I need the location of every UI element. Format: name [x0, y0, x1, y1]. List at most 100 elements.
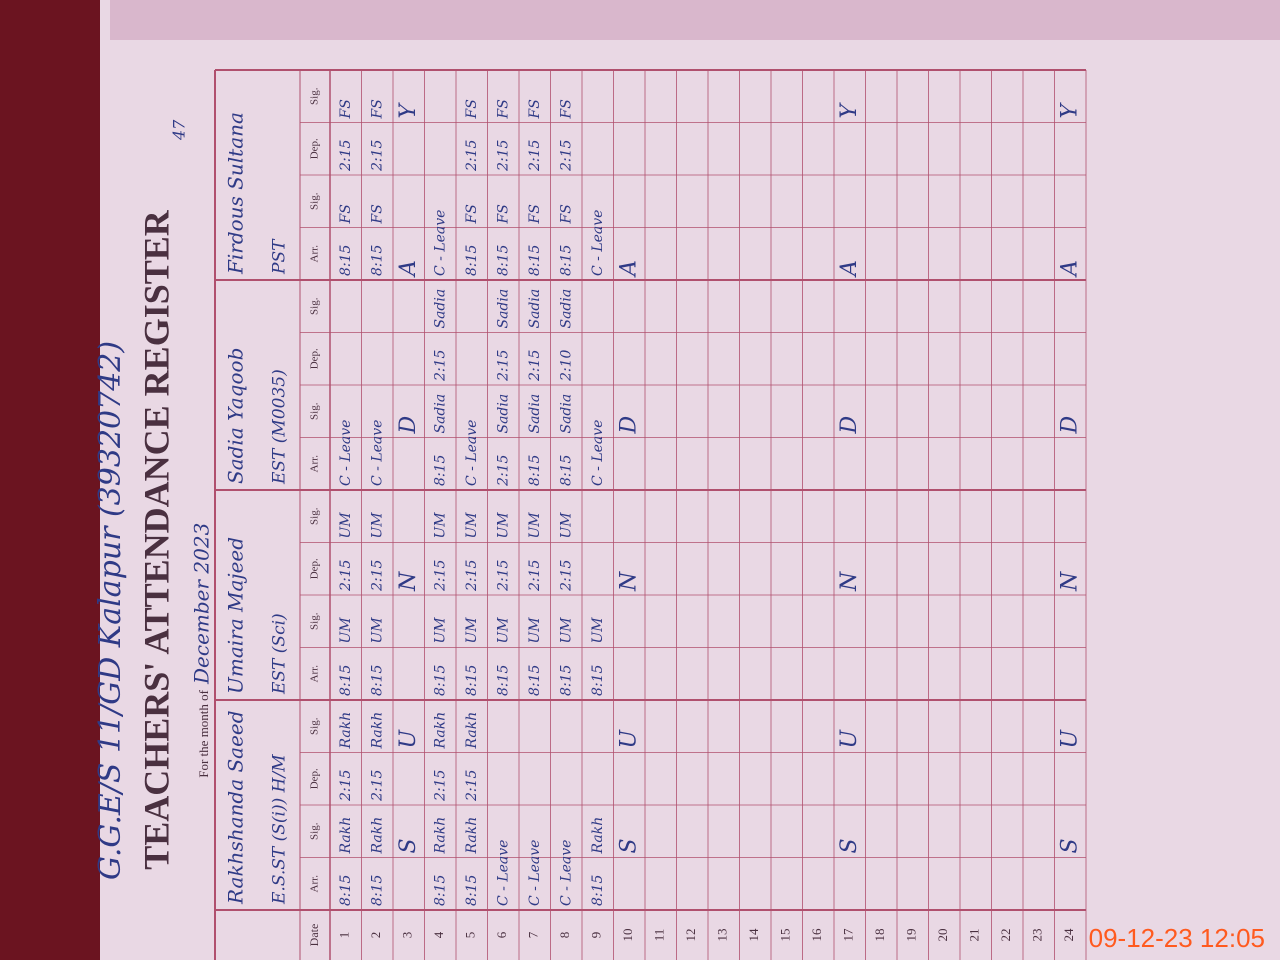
cell-entry: C - Leave: [558, 840, 574, 906]
column-header: Sig.: [309, 717, 321, 735]
cell-entry: UM: [495, 512, 511, 539]
date: 24: [1061, 928, 1076, 942]
date: 6: [494, 931, 509, 938]
month-label: For the month of: [196, 689, 211, 777]
cell-entry: Sadia: [527, 394, 543, 434]
cell-entry: D: [616, 416, 641, 435]
cell-entry: 8:15: [495, 244, 511, 276]
cell-entry: 2:15: [464, 139, 480, 172]
cell-entry: UM: [558, 617, 574, 644]
cell-entry: 8:15: [369, 244, 385, 276]
teacher-name: Umaira Majeed: [224, 537, 248, 694]
cell-entry: 2:15: [495, 139, 511, 172]
register-title: TEACHERS' ATTENDANCE REGISTER: [136, 209, 176, 869]
cell-entry: 2:15: [369, 769, 385, 802]
cell-entry: 8:15: [369, 874, 385, 906]
cell-entry: 8:15: [558, 664, 574, 696]
date: 12: [683, 929, 698, 942]
cell-entry: C - Leave: [527, 840, 543, 906]
cell-entry: Y: [1057, 102, 1082, 119]
cell-entry: S: [1057, 838, 1082, 853]
cell-entry: 2:15: [338, 769, 354, 802]
column-header: Arr.: [309, 245, 321, 263]
cell-entry: Rakh: [464, 817, 480, 855]
cell-entry: N: [616, 571, 641, 592]
column-header: Arr.: [309, 665, 321, 683]
school-name: G.G.E/S 11/GD Kalapur (39320742): [93, 341, 128, 880]
date: 4: [431, 931, 446, 938]
cell-entry: S: [396, 838, 421, 853]
cell-entry: 2:15: [432, 349, 448, 382]
cell-entry: 2:15: [527, 349, 543, 382]
cell-entry: S: [616, 838, 641, 853]
cell-entry: 8:15: [527, 664, 543, 696]
column-header: Dep.: [309, 768, 321, 789]
cell-entry: FS: [464, 204, 480, 224]
date: 14: [746, 928, 761, 942]
column-header: Sig.: [309, 297, 321, 315]
column-header: Sig.: [309, 192, 321, 210]
cell-entry: C - Leave: [432, 210, 448, 276]
cell-entry: UM: [590, 617, 606, 644]
cell-entry: Y: [837, 102, 862, 119]
date: 5: [463, 932, 478, 939]
cell-entry: 2:15: [432, 769, 448, 802]
cell-entry: N: [396, 571, 421, 592]
cell-entry: Rakh: [464, 712, 480, 750]
cell-entry: FS: [495, 99, 511, 119]
cell-entry: UM: [369, 512, 385, 539]
cell-entry: UM: [527, 617, 543, 644]
cell-entry: FS: [338, 99, 354, 119]
designation: PST: [270, 238, 290, 275]
date: 16: [809, 928, 824, 942]
date: 11: [652, 929, 667, 942]
cell-entry: FS: [495, 204, 511, 224]
register-page: [100, 0, 1280, 960]
cell-entry: 2:15: [464, 559, 480, 592]
cell-entry: 8:15: [558, 454, 574, 486]
cell-entry: 2:15: [338, 559, 354, 592]
date: 22: [998, 929, 1013, 942]
cell-entry: Rakh: [338, 817, 354, 855]
cell-entry: UM: [495, 617, 511, 644]
cell-entry: U: [837, 729, 862, 749]
cell-entry: 8:15: [338, 874, 354, 906]
designation: EST (M0035): [270, 369, 290, 485]
cell-entry: C - Leave: [369, 420, 385, 486]
column-header: Sig.: [309, 507, 321, 525]
cell-entry: Sadia: [558, 289, 574, 329]
cell-entry: 8:15: [558, 244, 574, 276]
cell-entry: FS: [369, 204, 385, 224]
cell-entry: D: [396, 416, 421, 435]
cell-entry: Rakh: [369, 712, 385, 750]
cell-entry: FS: [558, 99, 574, 119]
cell-entry: 8:15: [432, 664, 448, 696]
cell-entry: 2:15: [338, 139, 354, 172]
cell-entry: 2:15: [558, 559, 574, 592]
date: 19: [904, 929, 919, 942]
cell-entry: UM: [338, 512, 354, 539]
cell-entry: A: [837, 260, 862, 278]
cell-entry: UM: [558, 512, 574, 539]
cell-entry: C - Leave: [590, 210, 606, 276]
date: 23: [1030, 929, 1045, 942]
cell-entry: 8:15: [369, 664, 385, 696]
cell-entry: 8:15: [495, 664, 511, 696]
cell-entry: 2:15: [432, 559, 448, 592]
date: 8: [557, 932, 572, 939]
cell-entry: C - Leave: [338, 420, 354, 486]
cell-entry: C - Leave: [495, 840, 511, 906]
cell-entry: UM: [432, 512, 448, 539]
cell-entry: FS: [527, 99, 543, 119]
rotated-page: G.G.E/S 11/GD Kalapur (39320742) TEACHER…: [93, 69, 1087, 960]
teacher-name: Sadia Yaqoob: [224, 348, 248, 484]
cell-entry: D: [837, 416, 862, 435]
cell-entry: N: [837, 571, 862, 592]
cell-entry: C - Leave: [464, 420, 480, 486]
date: 21: [967, 929, 982, 942]
cell-entry: FS: [527, 204, 543, 224]
cell-entry: Sadia: [558, 394, 574, 434]
cell-entry: Sadia: [432, 289, 448, 329]
cell-entry: 2:10: [558, 349, 574, 382]
cell-entry: C - Leave: [590, 420, 606, 486]
